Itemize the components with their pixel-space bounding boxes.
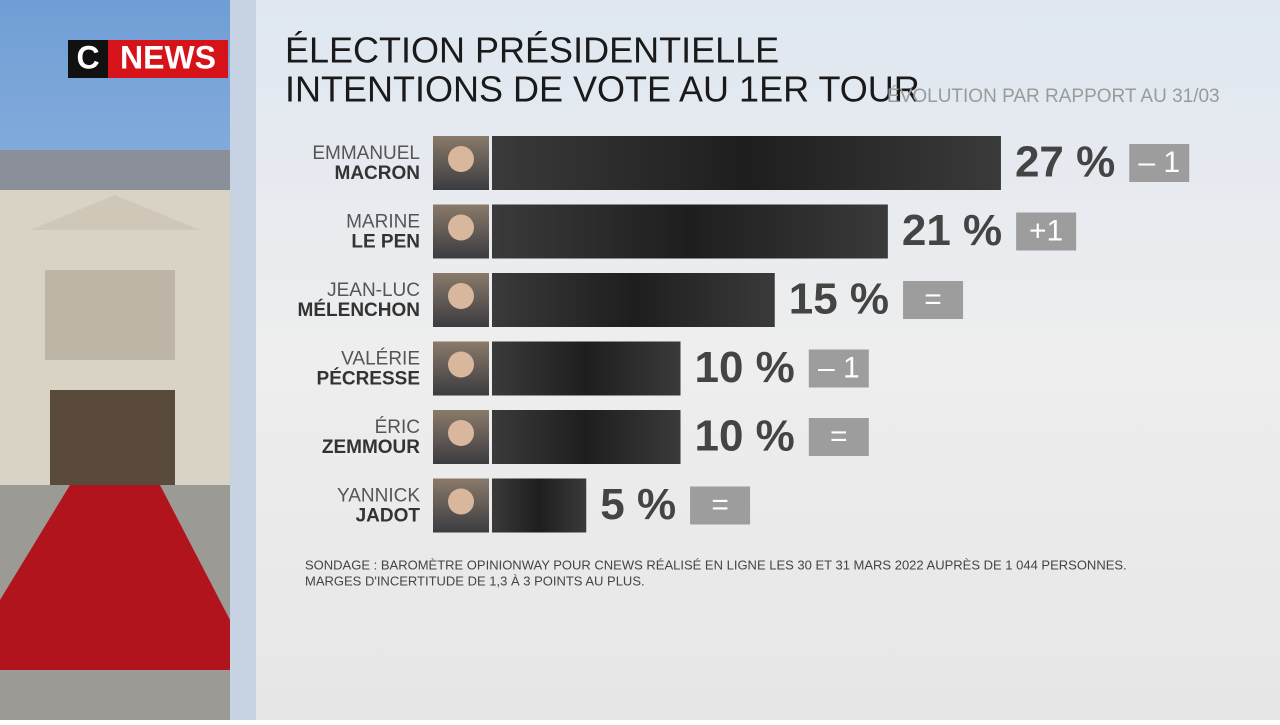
- candidate-last-name: MACRON: [335, 163, 421, 184]
- logo-c-box: [68, 40, 108, 78]
- change-badge: [808, 349, 869, 388]
- bar: [492, 410, 681, 464]
- value-label: 15 %: [789, 275, 889, 324]
- bar: [492, 273, 775, 327]
- chart-title: ÉLECTION PRÉSIDENTIELLE: [285, 30, 779, 71]
- candidate-photo-face: [448, 488, 474, 515]
- logo-news-box: [108, 40, 228, 78]
- bar: [492, 204, 888, 259]
- candidate-photo-face: [448, 283, 474, 309]
- candidate-first-name: YANNICK: [337, 486, 420, 507]
- value-label: 10 %: [695, 343, 795, 392]
- change-badge: [1016, 212, 1077, 251]
- candidate-last-name: MÉLENCHON: [298, 299, 420, 321]
- change-badge: [903, 281, 964, 319]
- candidate-photo-face: [448, 420, 474, 446]
- chart-subtitle: ÉVOLUTION PAR RAPPORT AU 31/03: [887, 86, 1220, 107]
- bar: [492, 341, 681, 396]
- candidate-first-name: ÉRIC: [375, 417, 420, 438]
- candidate-first-name: EMMANUEL: [312, 143, 420, 164]
- note: SONDAGE : BAROMÈTRE OPINIONWAY POUR CNEW…: [305, 557, 1127, 572]
- change-label: – 1: [818, 351, 860, 384]
- candidate-last-name: ZEMMOUR: [322, 437, 420, 458]
- value-label: 5 %: [600, 480, 676, 529]
- change-badge: [808, 418, 869, 456]
- bar: [492, 136, 1001, 190]
- value-label: 21 %: [902, 206, 1002, 255]
- candidate-photo-face: [448, 351, 474, 378]
- candidate-last-name: LE PEN: [351, 232, 420, 253]
- value-label: 10 %: [695, 412, 795, 461]
- change-badge: [1129, 144, 1190, 182]
- change-badge: [690, 486, 751, 525]
- note: MARGES D'INCERTITUDE DE 1,3 À 3 POINTS A…: [305, 573, 645, 588]
- logo-c: C: [76, 39, 99, 75]
- change-label: =: [924, 283, 942, 316]
- chart-title: INTENTIONS DE VOTE AU 1ER TOUR: [285, 69, 920, 110]
- bar: [492, 478, 587, 533]
- logo-news: NEWS: [120, 39, 216, 75]
- logo: C NEWS: [68, 39, 228, 78]
- change-label: – 1: [1138, 146, 1180, 179]
- change-label: +1: [1029, 214, 1063, 247]
- change-label: =: [711, 488, 729, 521]
- candidate-photo-face: [448, 214, 474, 241]
- candidate-photo-face: [448, 146, 474, 172]
- change-label: =: [830, 420, 848, 453]
- candidate-first-name: JEAN-LUC: [327, 280, 420, 301]
- candidate-first-name: MARINE: [346, 212, 420, 233]
- candidate-last-name: PÉCRESSE: [317, 368, 420, 390]
- photo-panel: [0, 0, 256, 720]
- value-label: 27 %: [1015, 138, 1115, 187]
- candidate-first-name: VALÉRIE: [341, 349, 420, 370]
- candidate-last-name: JADOT: [356, 506, 421, 527]
